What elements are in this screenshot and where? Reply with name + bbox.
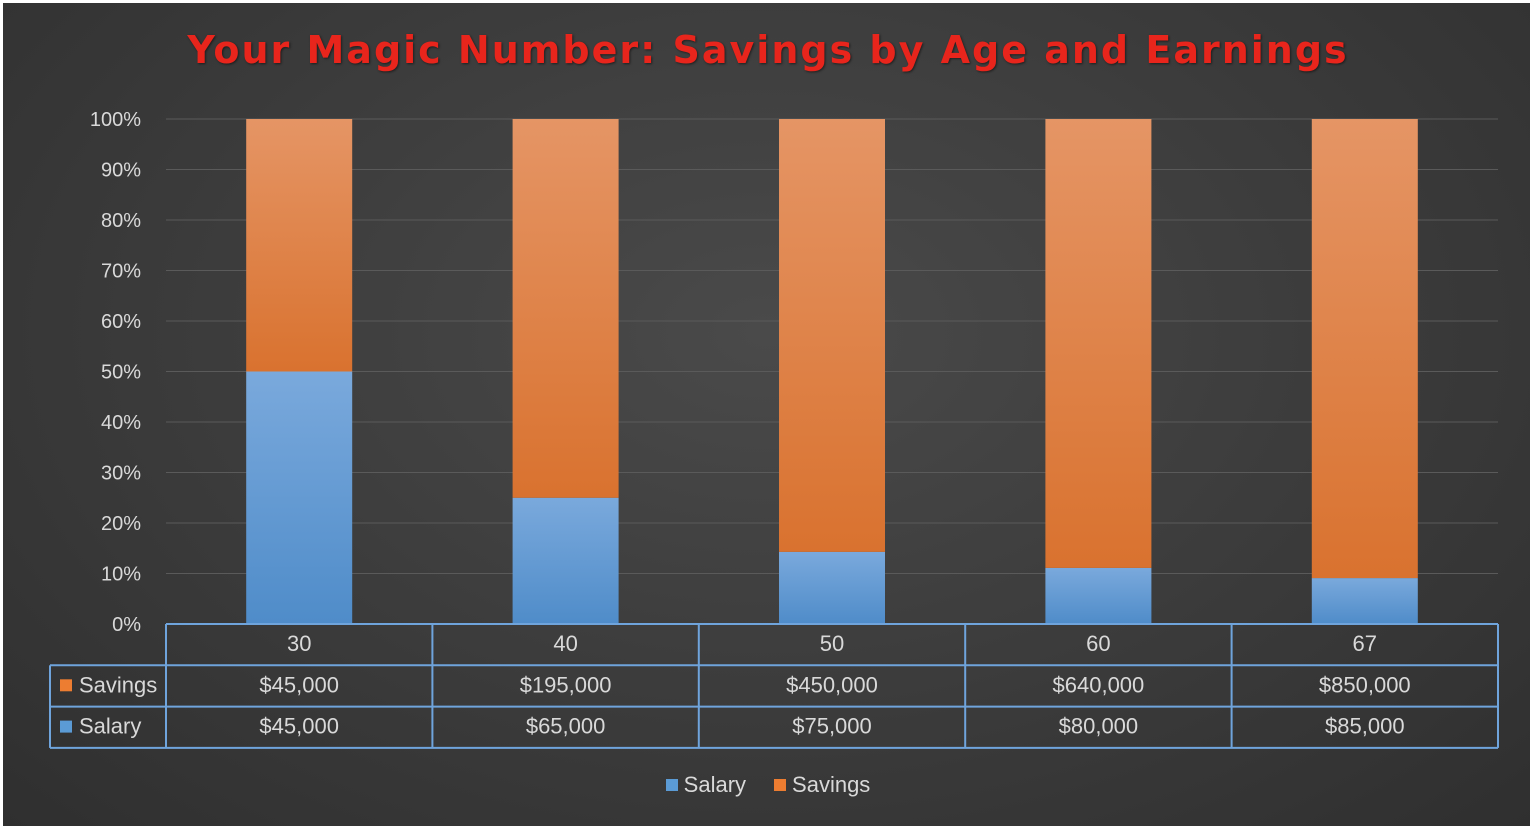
table-value: $45,000 — [259, 672, 339, 697]
y-tick-label: 40% — [101, 412, 141, 434]
table-value: $195,000 — [520, 672, 612, 697]
table-value: $450,000 — [786, 672, 878, 697]
table-value: $65,000 — [526, 714, 606, 739]
y-axis-ticks: 0% 10% 20% 30% 40% 50% 60% 70% 80% 90% 100% — [90, 109, 141, 636]
bar-savings — [246, 119, 353, 372]
table-legend-key — [60, 679, 72, 692]
legend-item-savings: Savings — [774, 772, 870, 798]
bar-salary — [512, 497, 619, 624]
table-value: $45,000 — [259, 714, 339, 739]
table-value: $640,000 — [1053, 672, 1145, 697]
table-row-label: Salary — [79, 714, 141, 739]
y-tick-label: 90% — [101, 160, 141, 182]
table-value: $850,000 — [1319, 672, 1411, 697]
legend-label-salary: Salary — [683, 772, 747, 797]
y-tick-label: 60% — [101, 311, 141, 333]
table-value: $80,000 — [1059, 714, 1139, 739]
bar-salary — [1311, 578, 1418, 624]
legend-swatch-salary — [665, 779, 678, 791]
x-category-label: 67 — [1353, 631, 1377, 656]
bar-salary — [246, 371, 353, 624]
bar-savings — [512, 119, 619, 498]
bar-savings — [1311, 119, 1418, 579]
data-table: 30 40 50 60 67 Savings $45,000 $195,000 $450,000… — [49, 623, 1499, 749]
y-tick-label: 70% — [101, 261, 141, 283]
y-tick-label: 100% — [90, 109, 141, 131]
chart-title: Your Magic Number: Savings by Age and Ea… — [187, 28, 1349, 72]
x-category-label: 60 — [1086, 631, 1110, 656]
table-row-label: Savings — [79, 672, 157, 697]
x-category-label: 40 — [553, 631, 577, 656]
x-category-label: 30 — [287, 631, 311, 656]
bar-salary — [1045, 567, 1152, 624]
legend-item-salary: Salary — [665, 772, 747, 798]
table-value: $85,000 — [1325, 714, 1405, 739]
y-tick-label: 80% — [101, 210, 141, 232]
legend-swatch-savings — [774, 779, 787, 791]
y-tick-label: 50% — [101, 362, 141, 384]
x-category-label: 50 — [820, 631, 844, 656]
legend: Salary Savings — [0, 772, 1536, 798]
bar-savings — [1045, 119, 1152, 568]
table-legend-key — [60, 720, 72, 733]
y-tick-label: 30% — [101, 463, 141, 485]
y-tick-label: 10% — [101, 564, 141, 586]
y-tick-label: 20% — [101, 513, 141, 535]
table-value: $75,000 — [792, 714, 872, 739]
bar-salary — [779, 551, 885, 624]
legend-label-savings: Savings — [792, 772, 871, 797]
bars — [246, 119, 1418, 624]
bar-savings — [779, 119, 885, 552]
y-tick-label: 0% — [112, 614, 141, 636]
